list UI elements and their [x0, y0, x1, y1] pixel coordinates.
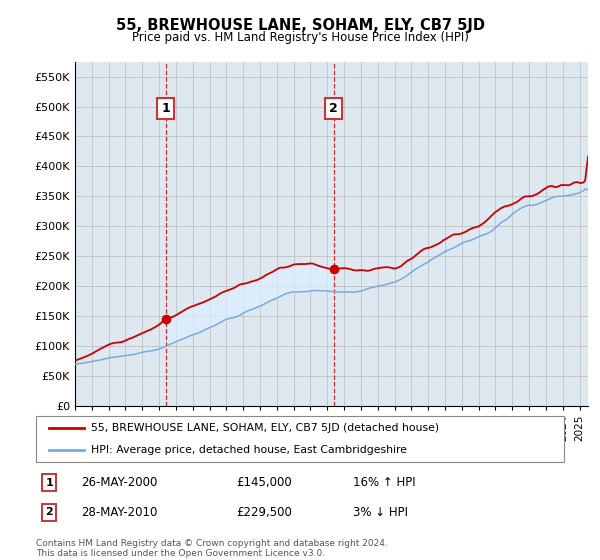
- Text: 55, BREWHOUSE LANE, SOHAM, ELY, CB7 5JD (detached house): 55, BREWHOUSE LANE, SOHAM, ELY, CB7 5JD …: [91, 423, 440, 433]
- Text: 2: 2: [329, 101, 338, 115]
- Text: 26-MAY-2000: 26-MAY-2000: [81, 477, 157, 489]
- Text: 55, BREWHOUSE LANE, SOHAM, ELY, CB7 5JD: 55, BREWHOUSE LANE, SOHAM, ELY, CB7 5JD: [115, 18, 485, 33]
- Text: £145,000: £145,000: [236, 477, 292, 489]
- Text: 28-MAY-2010: 28-MAY-2010: [81, 506, 157, 519]
- Text: Contains HM Land Registry data © Crown copyright and database right 2024.
This d: Contains HM Land Registry data © Crown c…: [36, 539, 388, 558]
- Text: 3% ↓ HPI: 3% ↓ HPI: [353, 506, 408, 519]
- Text: 1: 1: [161, 101, 170, 115]
- Text: 2: 2: [46, 507, 53, 517]
- Text: HPI: Average price, detached house, East Cambridgeshire: HPI: Average price, detached house, East…: [91, 445, 407, 455]
- Text: 16% ↑ HPI: 16% ↑ HPI: [353, 477, 415, 489]
- FancyBboxPatch shape: [36, 416, 564, 462]
- Text: Price paid vs. HM Land Registry's House Price Index (HPI): Price paid vs. HM Land Registry's House …: [131, 31, 469, 44]
- Text: £229,500: £229,500: [236, 506, 293, 519]
- Text: 1: 1: [46, 478, 53, 488]
